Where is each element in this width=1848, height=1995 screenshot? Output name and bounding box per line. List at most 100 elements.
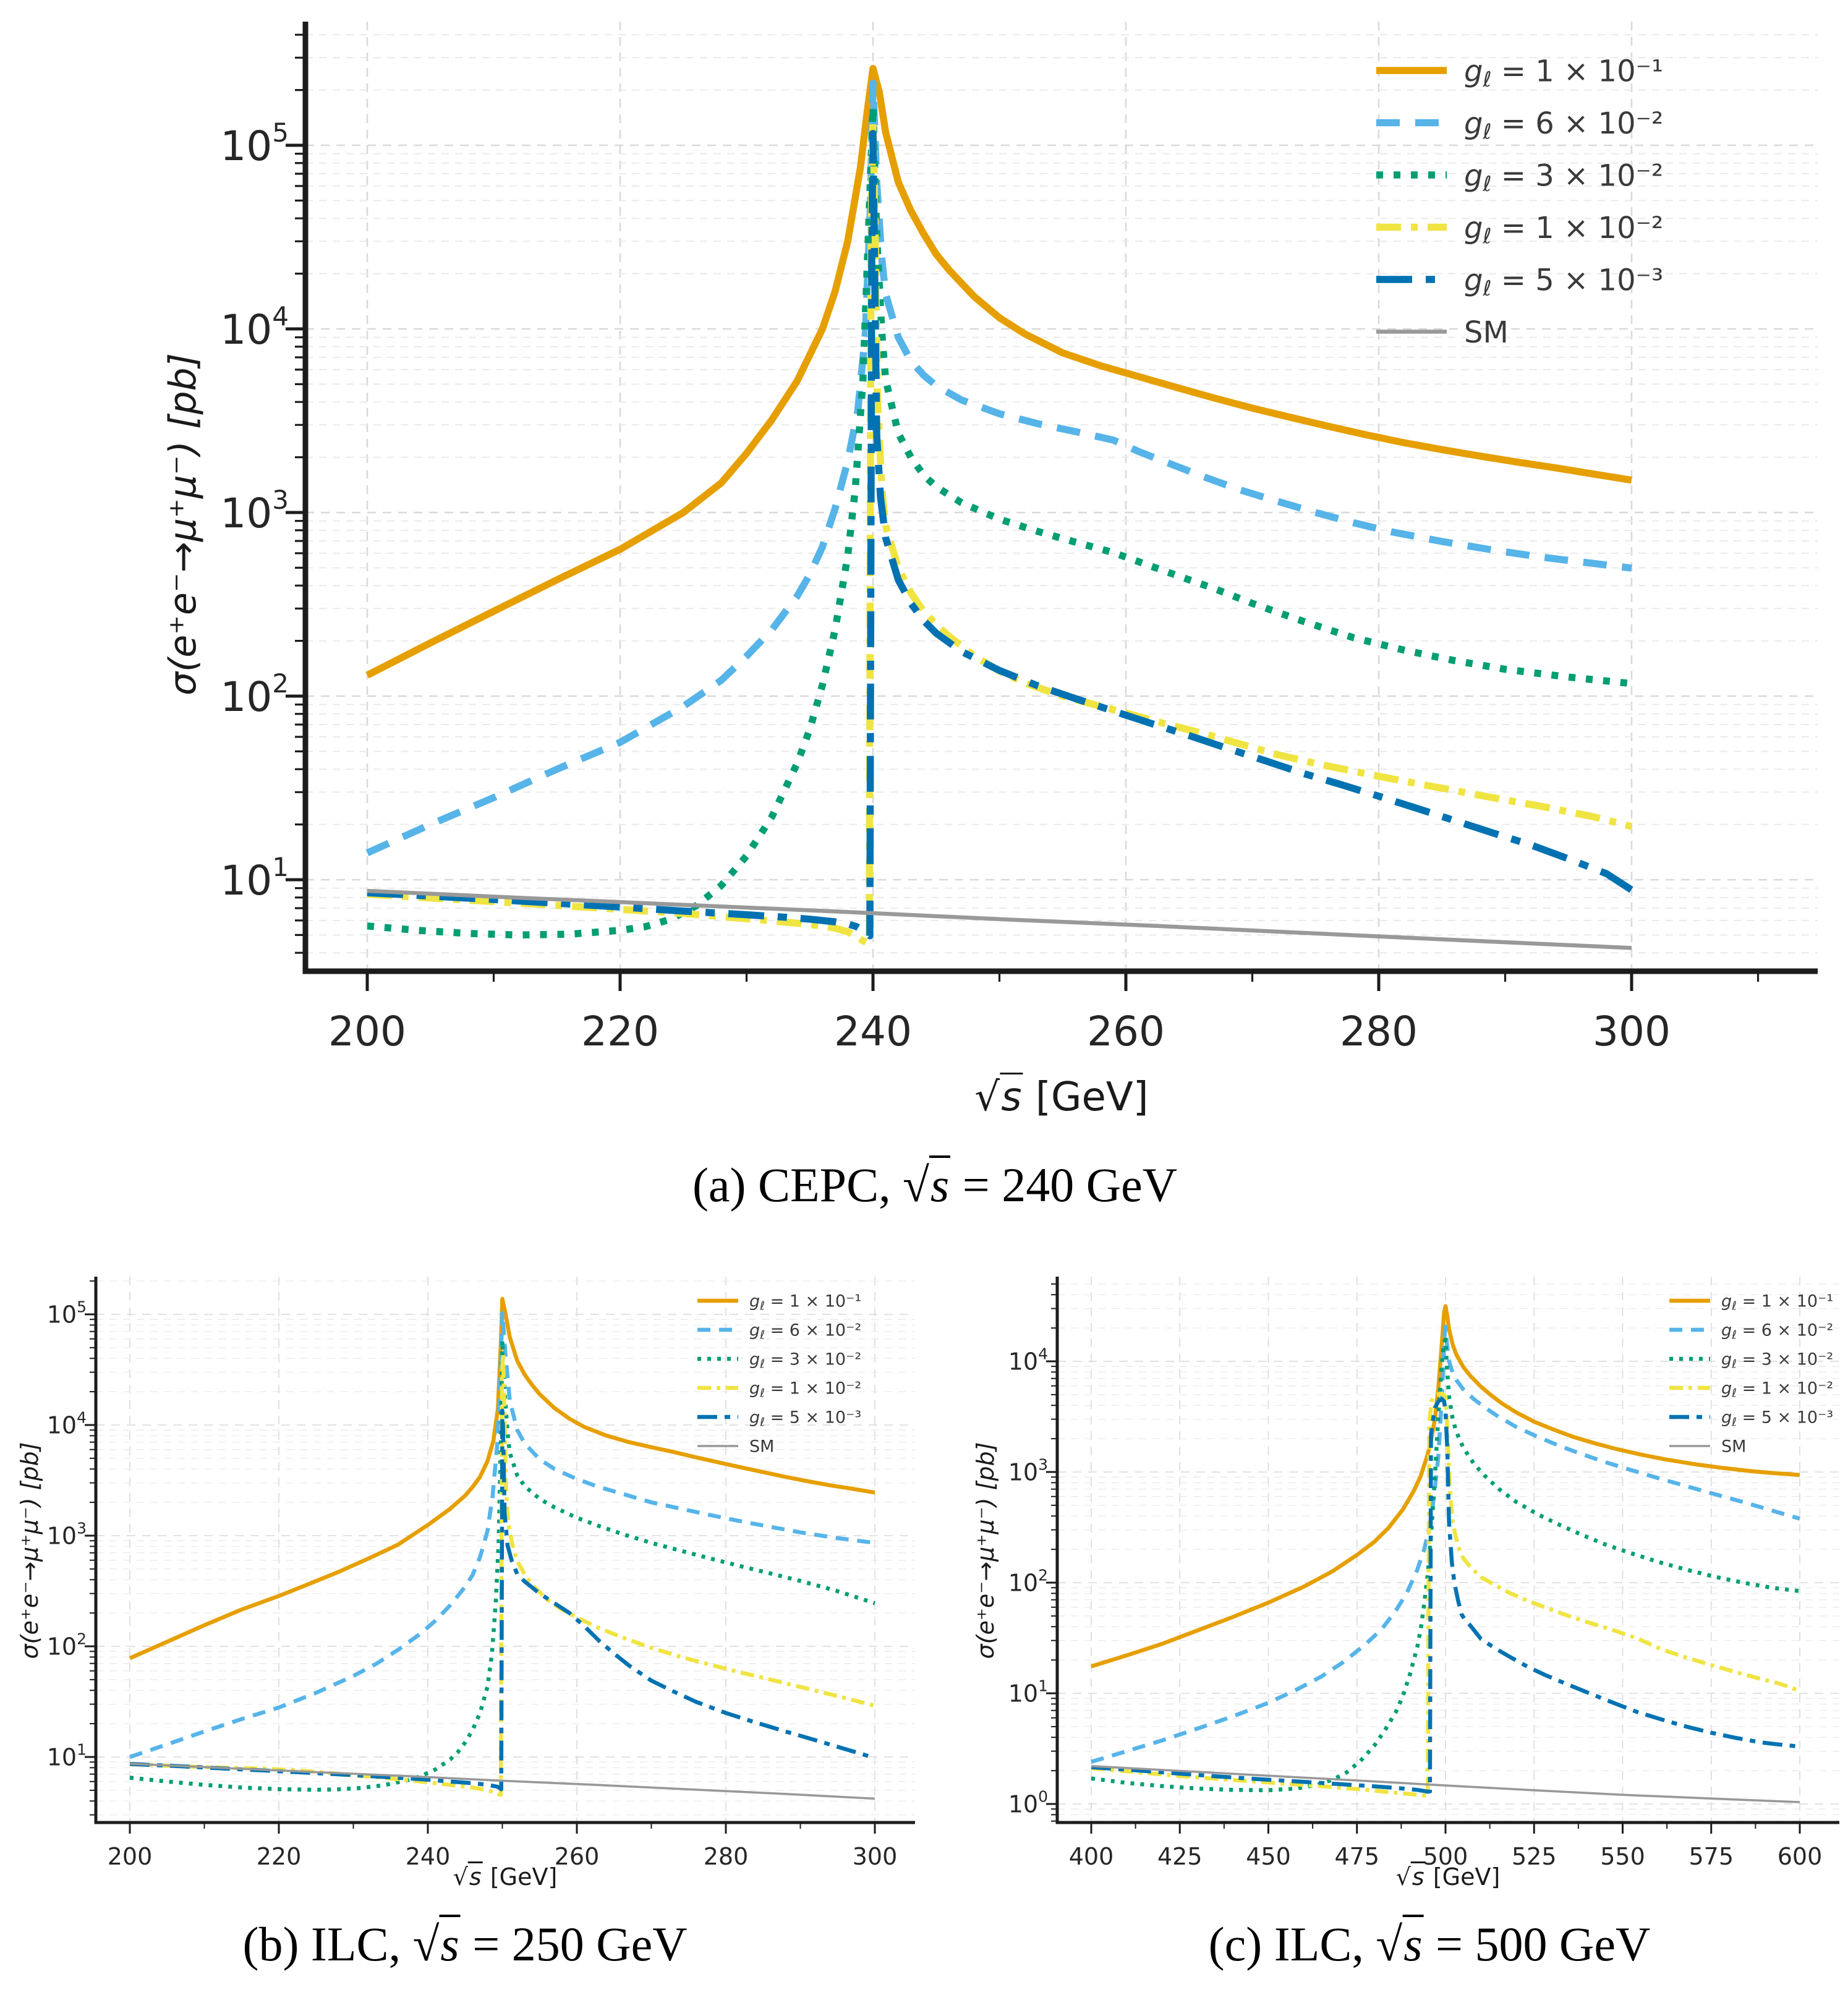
plot-a-legend-label-0: gℓ = 1 × 10⁻¹ [1464,54,1663,92]
plot-a-ylabel: σ(e⁺e⁻→μ⁺μ⁻) [pb] [161,352,205,696]
plot-a-legend: gℓ = 1 × 10⁻¹ gℓ = 6 × 10⁻² gℓ = 3 × 10⁻² g… [1376,54,1663,350]
plot-b-ytick-label: 103 [47,1520,87,1550]
plot-b-axes: 200 220 240 260 280 300 101 102 103 104 105 [47,1277,915,1870]
plot-c-xtick-label: 600 [1778,1843,1823,1870]
plot-c-xlabel: √s [GeV] [1396,1861,1501,1891]
plot-b-legend-label-5: SM [749,1437,774,1457]
caption-text: (c) ILC, [1208,1917,1376,1971]
xlabel-unit: [GeV] [482,1863,558,1891]
plot-b-ytick-label: 101 [47,1741,87,1771]
caption-b: (b) ILC, √s = 250 GeV [242,1915,688,1972]
plot-a-legend-label-2: gℓ = 3 × 10⁻² [1464,158,1663,197]
plot-a-ytick-label: 104 [220,301,289,354]
plot-c-xtick-label: 425 [1157,1843,1203,1870]
xlabel-unit: [GeV] [1425,1863,1501,1891]
plot-b-legend: gℓ = 1 × 10⁻¹ gℓ = 6 × 10⁻² gℓ = 3 × 10⁻² g… [697,1292,861,1457]
plot-a-ytick-label: 101 [220,852,289,904]
plot-c-curve-g-1-10- [1091,1304,1800,1669]
plot-c-xtick-label: 575 [1688,1843,1734,1870]
plot-c-xtick-label: 550 [1600,1843,1645,1870]
plot-b-legend-label-2: gℓ = 3 × 10⁻² [749,1350,861,1371]
plot-c-axes: 400 425 450 475 500 525 550 575 600 100 101 102 103 1… [1008,1277,1839,1870]
plot-a-xlabel: √s [GeV] [974,1073,1149,1120]
plot-c-legend: gℓ = 1 × 10⁻¹ gℓ = 6 × 10⁻² gℓ = 3 × 10⁻² g… [1669,1292,1833,1457]
plot-a-curve-g-1-10- [365,65,1632,679]
plot-c-ytick-label: 103 [1008,1456,1048,1486]
plot-b-legend-label-1: gℓ = 6 × 10⁻² [749,1321,861,1342]
plot-b-ytick-label: 105 [47,1298,87,1329]
plot-c-legend-label-0: gℓ = 1 × 10⁻¹ [1721,1292,1833,1313]
plot-c-ytick-label: 104 [1008,1345,1048,1376]
plot-a-xtick-label: 260 [1087,1008,1165,1055]
radical-sign: √ [974,1074,1000,1120]
plot-c-curve-g-1-10- [1091,1392,1801,1798]
radical-sign: √ [1376,1917,1403,1971]
plot-b-curve-g-1-10- [129,1296,875,1661]
plot-b-curve-sm [129,1763,875,1800]
caption-text: = 500 GeV [1423,1917,1651,1971]
radical-sign: √ [453,1863,468,1891]
plot-c-xtick-label: 450 [1246,1843,1291,1870]
plot-a-ytick-label: 105 [220,117,289,170]
plot-a-axes: 200 220 240 260 280 300 101 102 103 104 105 [220,22,1818,1055]
plot-c-legend-label-3: gℓ = 1 × 10⁻² [1721,1379,1833,1400]
plot-c-legend-label-4: gℓ = 5 × 10⁻³ [1721,1408,1833,1429]
plot-b-xtick-label: 280 [704,1843,749,1870]
plot-b: 200 220 240 260 280 300 101 102 103 104 105 gℓ = 1 … [47,1277,915,1870]
plot-b-xtick-label: 220 [257,1843,302,1870]
radical-arg: s [439,1915,461,1971]
plot-a-xtick-label: 200 [328,1008,406,1055]
plot-a-ytick-label: 102 [220,668,289,721]
plot-c-series [1091,1304,1801,1803]
caption-text: (a) CEPC, [692,1158,903,1212]
plot-a-legend-label-4: gℓ = 5 × 10⁻³ [1464,263,1663,301]
plot-c-legend-label-2: gℓ = 3 × 10⁻² [1721,1350,1833,1371]
plot-a-legend-label-3: gℓ = 1 × 10⁻² [1464,211,1663,249]
plot-c-legend-label-5: SM [1721,1437,1746,1457]
radical-arg: s [929,1155,951,1212]
plot-c-ytick-label: 102 [1008,1567,1048,1597]
plot-c-curve-g-6-10- [1091,1324,1800,1764]
plot-a-legend-label-1: gℓ = 6 × 10⁻² [1464,106,1663,145]
plot-b-ytick-label: 102 [47,1630,87,1661]
plot-a-curve-sm [367,888,1632,950]
plot-a-curve-g-6-10- [365,79,1632,856]
plot-a-xtick-label: 220 [581,1008,659,1055]
radical-arg: s [1410,1861,1426,1891]
plot-b-xlabel: √s [GeV] [453,1861,558,1891]
radical-arg: s [1000,1073,1023,1120]
plot-c: 400 425 450 475 500 525 550 575 600 100 101 102 103 1… [1008,1277,1839,1870]
plot-b-series [129,1296,876,1800]
plot-c-curve-sm [1091,1764,1800,1803]
plot-c-curve-g-5-10- [1091,1397,1800,1794]
plot-a-xtick-label: 240 [834,1008,912,1055]
plot-a-xtick-label: 300 [1593,1008,1671,1055]
plot-b-ylabel: σ(e⁺e⁻→μ⁺μ⁻) [pb] [16,1442,43,1659]
plot-b-xtick-label: 240 [406,1843,451,1870]
plot-a-ytick-label: 103 [220,485,289,537]
plot-c-xtick-label: 525 [1512,1843,1557,1870]
plot-a-curve-g-5-10- [367,130,1634,940]
plot-c-legend-label-1: gℓ = 6 × 10⁻² [1721,1321,1833,1342]
xlabel-unit: [GeV] [1023,1074,1149,1120]
plot-b-curve-g-6-10- [129,1311,875,1759]
plot-c-xtick-label: 500 [1423,1843,1468,1870]
plot-a-series [365,65,1634,950]
caption-a: (a) CEPC, √s = 240 GeV [692,1155,1177,1213]
plot-c-ytick-label: 101 [1008,1677,1048,1708]
plot-a-legend-label-5: SM [1464,315,1509,350]
caption-text: = 250 GeV [460,1917,688,1971]
plot-b-xtick-label: 300 [853,1843,898,1870]
radical-arg: s [1402,1915,1424,1971]
plot-a-xtick-label: 280 [1340,1008,1418,1055]
radical-sign: √ [412,1917,440,1971]
plot-b-curve-g-5-10- [129,1408,875,1792]
plot-c-ylabel: σ(e⁺e⁻→μ⁺μ⁻) [pb] [972,1442,999,1659]
plot-b-ytick-label: 104 [47,1409,87,1439]
plot-a-curve-g-3-10- [367,103,1632,939]
plot-b-legend-label-4: gℓ = 5 × 10⁻³ [749,1408,861,1429]
caption-text: (b) ILC, [242,1917,413,1971]
plot-b-legend-label-3: gℓ = 1 × 10⁻² [749,1379,861,1400]
